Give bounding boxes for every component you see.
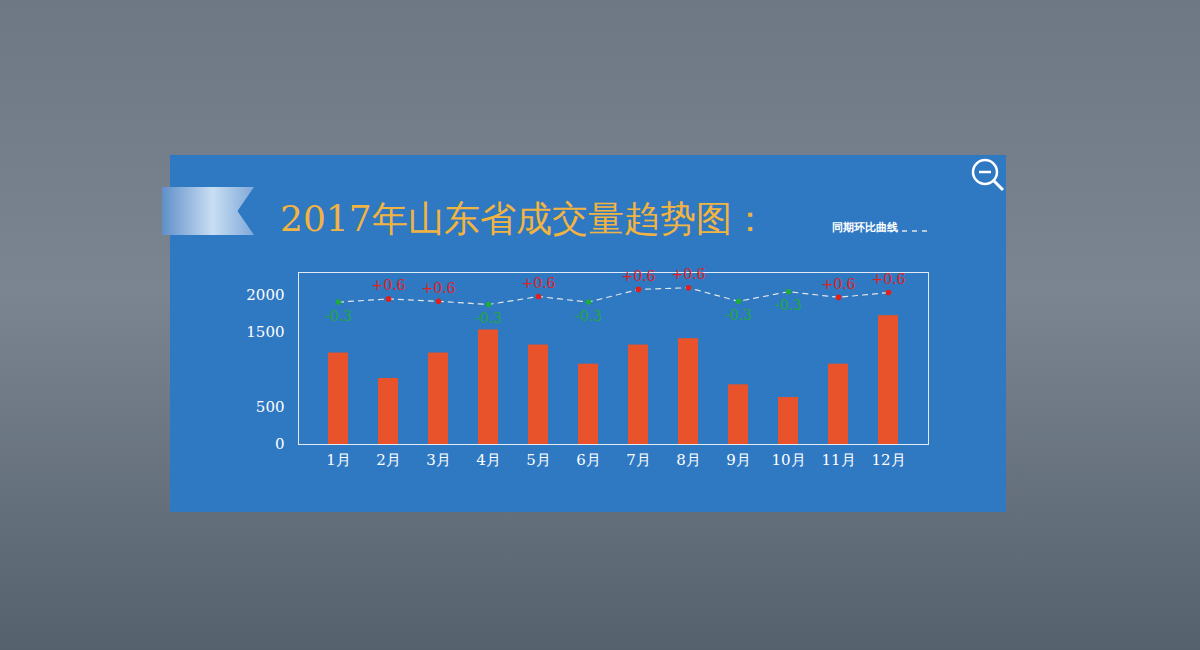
- svg-text:+0.6: +0.6: [822, 276, 856, 292]
- svg-text:9月: 9月: [726, 451, 751, 469]
- svg-text:0: 0: [275, 435, 285, 453]
- svg-text:1500: 1500: [246, 323, 284, 341]
- svg-text:-0.3: -0.3: [475, 310, 502, 326]
- svg-text:-0.3: -0.3: [325, 308, 352, 324]
- svg-text:500: 500: [256, 398, 285, 416]
- svg-text:4月: 4月: [476, 451, 501, 469]
- svg-text:12月: 12月: [871, 451, 905, 469]
- svg-text:11月: 11月: [821, 451, 855, 469]
- svg-text:+0.6: +0.6: [872, 271, 906, 287]
- svg-text:+0.6: +0.6: [672, 266, 706, 282]
- svg-text:2000: 2000: [246, 286, 284, 304]
- svg-text:+0.6: +0.6: [622, 268, 656, 284]
- svg-text:6月: 6月: [576, 451, 601, 469]
- svg-text:+0.6: +0.6: [372, 277, 406, 293]
- svg-text:10月: 10月: [771, 451, 805, 469]
- svg-text:+0.6: +0.6: [422, 280, 456, 296]
- svg-text:-0.3: -0.3: [775, 297, 802, 313]
- svg-text:3月: 3月: [426, 451, 451, 469]
- html-text:2017年山东省成交量趋势图：: 2017年山东省成交量趋势图：: [280, 198, 768, 239]
- svg-text:8月: 8月: [676, 451, 701, 469]
- svg-text:5月: 5月: [526, 451, 551, 469]
- svg-text:7月: 7月: [626, 451, 651, 469]
- svg-text:2月: 2月: [376, 451, 401, 469]
- svg-text:-0.3: -0.3: [575, 308, 602, 324]
- svg-text:1月: 1月: [326, 451, 351, 469]
- svg-text:-0.3: -0.3: [725, 307, 752, 323]
- svg-text:+0.6: +0.6: [522, 275, 556, 291]
- html-text:同期环比曲线: 同期环比曲线: [832, 221, 898, 234]
